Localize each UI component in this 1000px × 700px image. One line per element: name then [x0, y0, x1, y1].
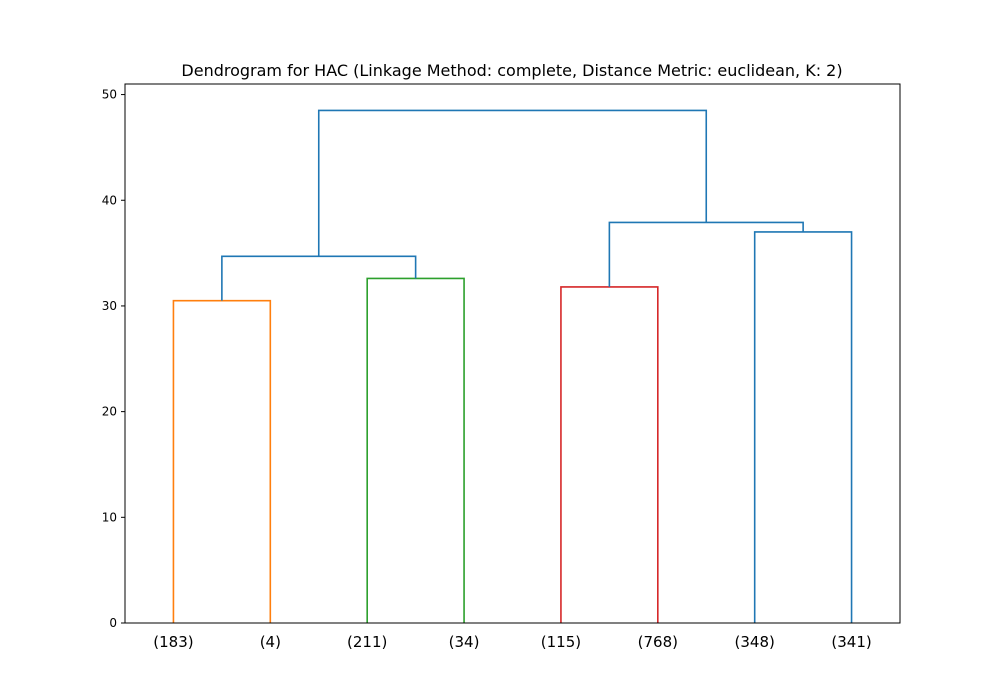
- leaf-label: (4): [260, 633, 281, 651]
- leaf-label: (341): [831, 633, 871, 651]
- links-layer: [172, 109, 853, 623]
- leaf-label: (34): [449, 633, 480, 651]
- y-tick-label: 0: [109, 616, 117, 630]
- dendrogram-link-2: [560, 286, 659, 623]
- y-tick-label: 20: [102, 405, 117, 419]
- dendrogram-link-0: [172, 299, 272, 623]
- ticks-layer: 0 10 20 30 40 50 (183) (4) (211) (34) (115) (768) (3…: [102, 88, 872, 651]
- leaf-label: (115): [541, 633, 581, 651]
- y-tick-label: 50: [102, 88, 117, 102]
- y-tick-label: 30: [102, 299, 117, 313]
- y-tick-label: 10: [102, 510, 117, 524]
- axes-frame: [124, 83, 901, 624]
- leaf-label: (183): [153, 633, 193, 651]
- dendrogram-link-6: [317, 109, 708, 257]
- leaf-label: (211): [347, 633, 387, 651]
- chart-title: Dendrogram for HAC (Linkage Method: comp…: [181, 61, 842, 80]
- dendrogram-link-4: [221, 255, 417, 301]
- dendrogram-link-3: [753, 231, 853, 623]
- dendrogram-link-1: [366, 277, 465, 623]
- leaf-label: (348): [735, 633, 775, 651]
- y-tick-label: 40: [102, 193, 117, 207]
- leaf-label: (768): [638, 633, 678, 651]
